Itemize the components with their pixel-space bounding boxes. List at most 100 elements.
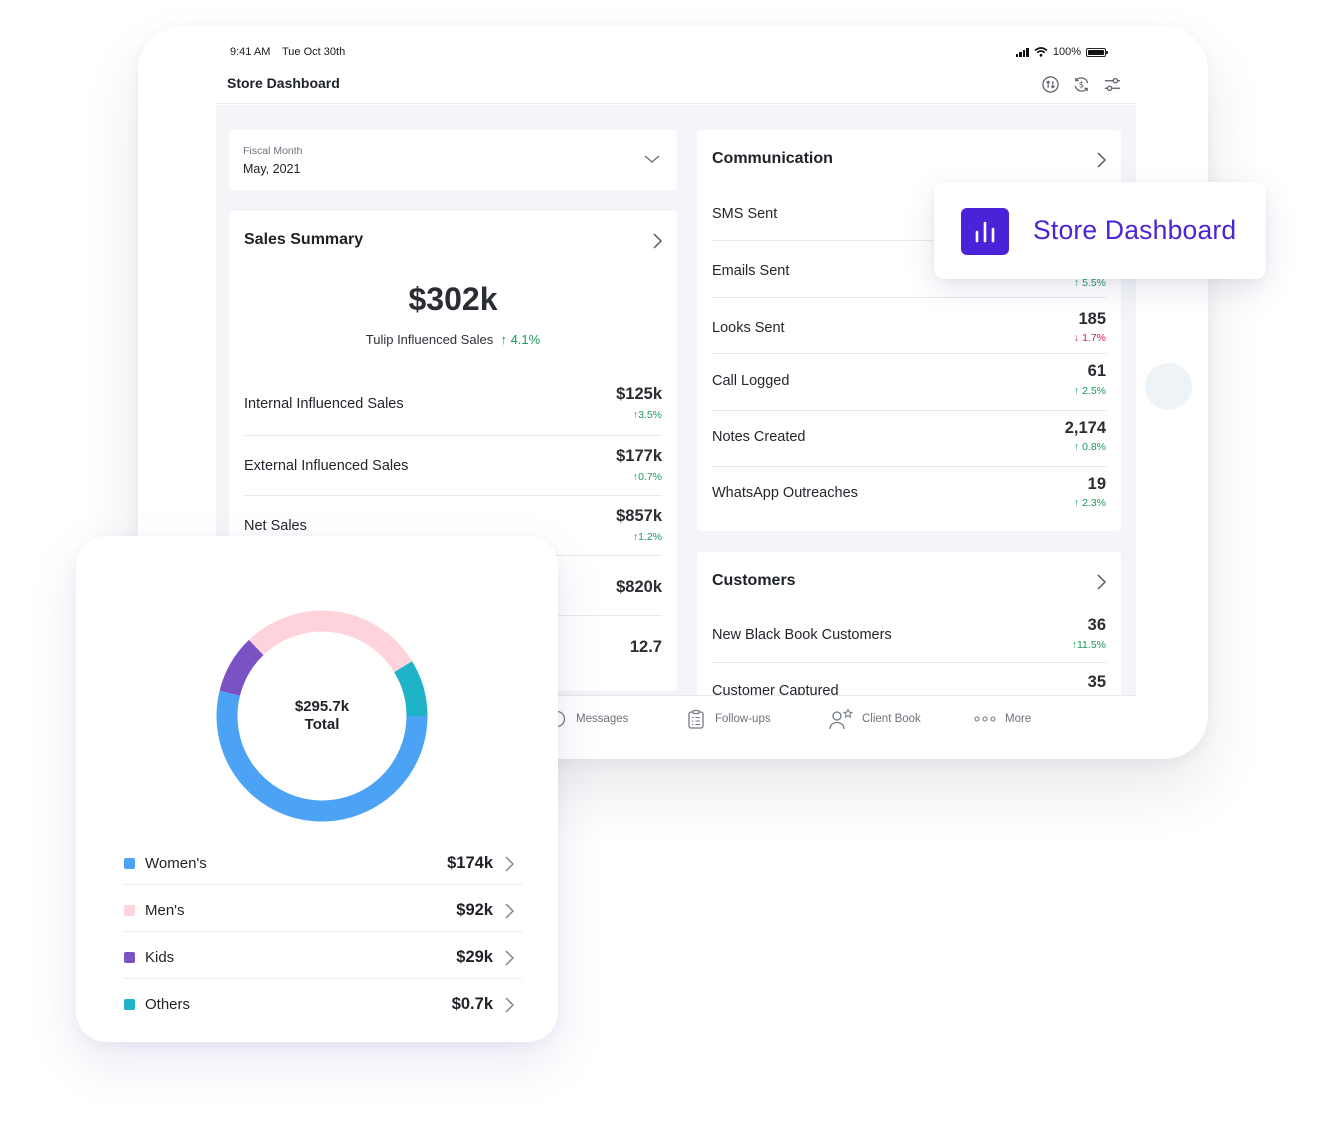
tab-label: Messages [576,713,629,725]
battery-icon [1086,47,1108,57]
legend-row-others[interactable]: Others $0.7k [124,979,522,1026]
tulip-influenced-sales-label: Tulip Influenced Sales [365,332,494,347]
communication-row-delta: ↑ 2.5% [1073,385,1106,397]
person-star-icon [829,708,854,730]
sales-row-delta: ↑1.2% [632,531,662,543]
sales-row: Internal Influenced Sales $125k ↑3.5% [244,374,662,436]
sales-row-label: Net Sales [244,518,307,534]
communication-row-value: 19 [1087,475,1106,493]
communication-row-value: 2,174 [1064,419,1106,437]
chevron-right-icon[interactable] [1093,150,1109,170]
legend-label: Kids [145,949,175,966]
legend-swatch [124,858,135,869]
status-indicators: 100% [1015,46,1108,58]
communication-row-label: Call Logged [712,373,790,389]
store-dashboard-badge: Store Dashboard [934,182,1266,279]
legend-value: $92k [456,901,493,919]
currency-refresh-icon[interactable]: $ [1072,75,1091,94]
sales-row-delta: ↑3.5% [632,409,662,421]
chevron-right-icon[interactable] [502,854,516,874]
donut-segment-womens[interactable] [216,690,428,822]
chevron-right-icon[interactable] [502,901,516,921]
donut-segment-mens[interactable] [248,610,413,673]
fiscal-month-value: May, 2021 [243,162,301,176]
donut-total-label: Total [304,716,340,733]
customers-row-value: 36 [1087,616,1106,634]
legend-row-kids[interactable]: Kids $29k [124,932,522,979]
sales-summary-title: Sales Summary [244,231,364,248]
sales-row-value: $820k [616,578,662,596]
customers-row-label: New Black Book Customers [712,627,892,643]
legend-row-mens[interactable]: Men's $92k [124,885,522,932]
customers-title: Customers [712,572,796,589]
sales-row: 12.7 [244,616,662,676]
tab-messages[interactable]: Messages [546,708,628,730]
wifi-icon [1034,47,1048,57]
communication-row-value: 185 [1078,310,1106,328]
filter-sliders-icon[interactable] [1103,75,1122,94]
tab-label: Client Book [862,713,921,725]
sort-icon[interactable] [1041,75,1060,94]
donut-center: $295.7k Total [216,610,428,822]
chevron-down-icon [644,155,660,163]
chevron-right-icon[interactable] [649,231,665,251]
sales-row-value: $177k [616,447,662,465]
tab-more[interactable]: More [973,708,1031,730]
sales-row-value: 12.7 [629,638,662,656]
sales-row: External Influenced Sales $177k ↑0.7% [244,436,662,496]
tab-label: More [1005,713,1032,725]
more-dots-icon [974,716,996,722]
communication-row: Notes Created 2,174 ↑ 0.8% [712,411,1106,467]
tulip-influenced-sales-delta: 4.1% [510,332,541,347]
tab-client-book[interactable]: Client Book [828,708,921,730]
communication-title: Communication [712,150,833,167]
communication-row: SMS Sent [712,184,1106,241]
badge-label: Store Dashboard [1033,215,1237,245]
tulip-influenced-sales-value: $302k [408,281,498,317]
communication-row-label: WhatsApp Outreaches [712,485,858,501]
communication-row: Emails Sent ↑ 5.5% [712,241,1106,298]
home-button [1145,363,1192,410]
donut-total-value: $295.7k [294,698,350,715]
communication-row-value: 61 [1087,362,1106,380]
communication-row: Call Logged 61 ↑ 2.5% [712,354,1106,411]
fiscal-month-label: Fiscal Month [243,145,303,157]
status-time: 9:41 AM [230,46,271,58]
customers-card[interactable]: Customers New Black Book Customers 36 ↑1… [697,552,1121,722]
battery-percent: 100% [1052,46,1081,58]
status-date: Tue Oct 30th [282,46,346,58]
chevron-right-icon[interactable] [502,995,516,1015]
legend-label: Women's [145,855,207,872]
donut-segment-kids[interactable] [219,639,264,697]
legend-row-womens[interactable]: Women's $174k [124,838,522,885]
legend-swatch [124,905,135,916]
sales-row-value: $125k [616,385,662,403]
legend-label: Men's [145,902,185,919]
category-sales-card: $295.7k Total Women's $174k Men's $92k K… [76,536,558,1042]
tab-follow-ups[interactable]: Follow-ups [685,708,771,730]
fiscal-month-select[interactable]: Fiscal Month May, 2021 [229,130,677,190]
communication-row-label: SMS Sent [712,206,778,222]
sales-row-label: External Influenced Sales [244,458,409,474]
donut-segment-others[interactable] [394,661,428,717]
arrow-up-icon: ↑ [496,332,507,347]
bar-chart-icon [961,208,1009,255]
communication-row-delta: ↑ 2.3% [1073,497,1106,509]
tulip-influenced-sales-caption: Tulip Influenced Sales ↑ 4.1% [229,332,677,347]
cellular-signal-icon [1015,47,1029,57]
communication-row-label: Emails Sent [712,263,790,279]
legend-swatch [124,999,135,1010]
chevron-right-icon[interactable] [502,948,516,968]
svg-text:$: $ [1079,81,1084,91]
chevron-right-icon[interactable] [1093,572,1109,592]
communication-row-delta: ↑ 5.5% [1073,277,1106,289]
clipboard-icon [688,709,704,729]
legend-label: Others [145,996,191,1013]
legend-value: $29k [456,948,493,966]
tab-label: Follow-ups [715,713,771,725]
customers-row: New Black Book Customers 36 ↑11.5% [712,606,1106,663]
status-bar: 9:41 AM Tue Oct 30th 100% [230,46,1120,60]
legend-value: $0.7k [451,995,493,1013]
customers-row-value: 35 [1087,673,1106,691]
header-actions: $ [1041,75,1122,94]
